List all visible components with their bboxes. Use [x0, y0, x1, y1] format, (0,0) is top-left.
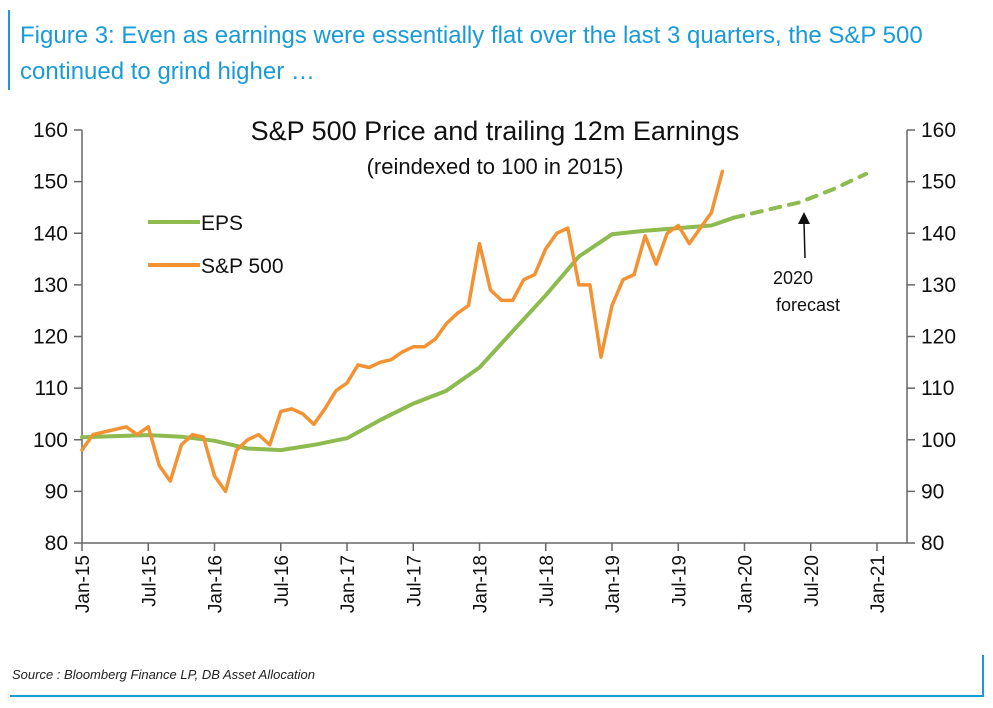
x-tick-label: Jul-16	[272, 555, 293, 607]
forecast-annotation-line2: forecast	[776, 295, 840, 315]
y-tick-label-right: 150	[921, 171, 956, 194]
chart-title: S&P 500 Price and trailing 12m Earnings	[251, 116, 740, 146]
x-tick-label: Jan-18	[471, 555, 492, 613]
chart-subtitle: (reindexed to 100 in 2015)	[367, 154, 624, 179]
legend: EPS S&P 500	[148, 212, 284, 278]
x-tick-label: Jan-21	[868, 555, 889, 613]
x-tick-label: Jan-19	[603, 555, 624, 613]
y-tick-label-right: 160	[921, 119, 956, 142]
x-tick-label: Jul-19	[669, 555, 690, 607]
x-tick-label: Jul-20	[802, 555, 823, 607]
y-tick-label-right: 90	[921, 480, 944, 503]
eps-line	[80, 215, 736, 453]
legend-eps-label: EPS	[201, 212, 243, 235]
y-tick-label-right: 80	[921, 532, 944, 555]
forecast-arrow-head	[798, 212, 810, 224]
y-tick-label-left: 130	[33, 274, 68, 297]
source-note: Source : Bloomberg Finance LP, DB Asset …	[12, 667, 316, 682]
forecast-annotation: 2020 forecast	[773, 212, 840, 315]
y-tick-label-left: 120	[33, 326, 68, 349]
y-tick-label-left: 100	[33, 429, 68, 452]
y-tick-label-right: 100	[921, 429, 956, 452]
y-tick-label-left: 80	[45, 532, 68, 555]
x-tick-label: Jan-20	[736, 555, 757, 613]
title-accent-bar	[8, 10, 10, 90]
x-tick-label: Jan-15	[73, 555, 94, 613]
y-tick-label-left: 110	[35, 377, 68, 400]
eps-forecast-line	[731, 171, 868, 220]
sp500-line	[80, 169, 725, 494]
x-tick-label: Jul-18	[537, 555, 558, 607]
y-tick-label-left: 150	[33, 171, 68, 194]
y-tick-label-right: 130	[921, 274, 956, 297]
x-tick-label: Jan-17	[338, 555, 359, 613]
y-tick-label-right: 140	[921, 222, 956, 245]
forecast-arrow-shaft	[803, 221, 806, 259]
legend-sp500-label: S&P 500	[201, 255, 284, 278]
bottom-border	[10, 695, 984, 697]
x-tick-label: Jul-15	[139, 555, 160, 607]
y-tick-label-right: 120	[921, 326, 956, 349]
y-tick-label-left: 90	[45, 480, 68, 503]
y-tick-label-left: 160	[33, 119, 68, 142]
forecast-annotation-line1: 2020	[773, 268, 813, 288]
right-border	[982, 655, 984, 697]
x-tick-label: Jan-16	[206, 555, 227, 613]
y-tick-label-right: 110	[921, 377, 954, 400]
x-tick-label: Jul-17	[404, 555, 425, 607]
figure-title: Figure 3: Even as earnings were essentia…	[20, 22, 923, 85]
y-tick-label-left: 140	[33, 222, 68, 245]
